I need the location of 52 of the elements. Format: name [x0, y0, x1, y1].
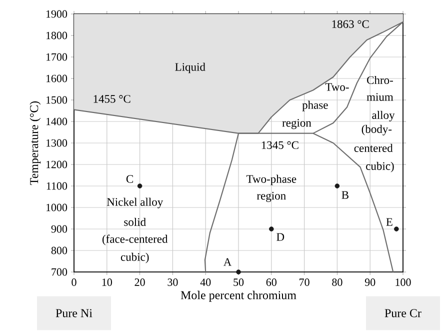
y-axis-title: Temperature (°C) [30, 101, 41, 185]
annotation: solid [124, 218, 146, 226]
y-tick-label: 700 [52, 268, 68, 276]
x-tick-label: 40 [200, 278, 211, 286]
annotation: B [342, 191, 348, 199]
x-tick-label: 90 [364, 278, 376, 286]
x-axis-title: Mole percent chromium [180, 290, 296, 302]
x-tick-label: 10 [102, 278, 112, 286]
annotation: Nickel alloy [106, 198, 164, 208]
annotation: C [126, 175, 133, 183]
annotation: D [276, 233, 284, 241]
annotation: phase [302, 100, 328, 112]
y-tick-label: 1600 [46, 74, 68, 82]
annotation: Two-phase [246, 174, 296, 186]
y-tick-label: 1000 [46, 204, 68, 212]
annotation: cubic) [366, 162, 394, 172]
annotation: 1455 °C [94, 95, 130, 103]
x-tick-label: 70 [300, 278, 310, 286]
x-tick-label: 0 [72, 278, 76, 286]
annotation: 1863 °C [332, 20, 369, 28]
y-tick-label: 900 [51, 225, 68, 233]
x-tick-label: 20 [134, 278, 145, 286]
y-tick-label: 1500 [46, 96, 68, 104]
annotation: A [223, 258, 232, 266]
annotation: mium [366, 93, 394, 101]
y-tick-label: 800 [51, 246, 68, 254]
y-tick-label: 1400 [46, 118, 68, 126]
x-tick-label: 100 [396, 278, 411, 286]
annotation: Chro- [367, 76, 393, 84]
annotation: (face-centered [102, 234, 168, 246]
x-tick-label: 30 [168, 278, 178, 286]
y-tick-label: 1900 [46, 10, 68, 18]
annotation: (body- [362, 124, 392, 136]
annotation: centered [354, 144, 393, 152]
annotation: Liquid [175, 62, 206, 74]
x-tick-label: 80 [332, 278, 342, 286]
annotation: region [256, 192, 286, 202]
annotation: Two- [325, 83, 349, 91]
x-tick-label: 60 [266, 278, 276, 286]
text: Pure Ni [56, 309, 92, 318]
annotation: E [386, 218, 392, 226]
y-tick-label: 1300 [46, 139, 68, 147]
y-tick-label: 1100 [46, 182, 68, 190]
annotation: cubic) [120, 252, 149, 264]
annotation: region [282, 119, 312, 130]
text: Pure Cr [384, 309, 422, 318]
y-tick-label: 1700 [46, 53, 68, 61]
annotation: 1345 °C [262, 141, 298, 150]
x-tick-label: 50 [234, 278, 244, 286]
y-tick-label: 1200 [46, 160, 68, 168]
y-tick-label: 1800 [46, 32, 68, 40]
annotation: alloy [372, 110, 395, 122]
